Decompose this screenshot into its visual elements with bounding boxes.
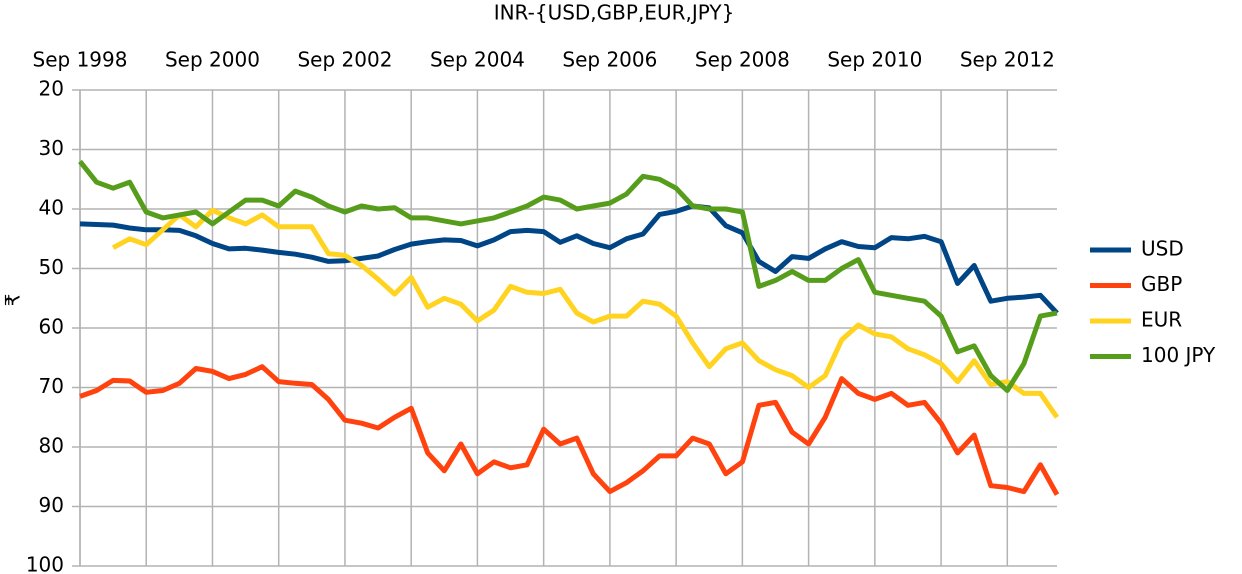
legend-label: EUR	[1141, 308, 1182, 332]
legend-label: GBP	[1141, 272, 1182, 296]
x-tick-label: Sep 1998	[33, 48, 128, 72]
y-tick-label: 30	[39, 136, 64, 160]
chart-title: INR-{USD,GBP,EUR,JPY}	[494, 1, 735, 25]
y-tick-label: 100	[26, 553, 64, 574]
y-tick-label: 80	[39, 434, 64, 458]
series-line	[79, 203, 1059, 315]
y-tick-label: 60	[39, 315, 64, 339]
grid	[79, 89, 1057, 567]
x-tick-label: Sep 2002	[297, 48, 392, 72]
series-line	[78, 159, 1058, 393]
x-tick-label: Sep 2006	[562, 48, 657, 72]
y-tick-label: 40	[39, 196, 64, 220]
y-tick-label: 50	[39, 255, 64, 279]
legend-label: USD	[1141, 237, 1184, 261]
x-tick-label: Sep 2000	[165, 48, 260, 72]
y-tick-label: 90	[39, 493, 64, 517]
x-tick-label: Sep 2008	[695, 48, 790, 72]
legend-label: 100 JPY	[1141, 343, 1216, 367]
x-tick-label: Sep 2004	[430, 48, 525, 72]
x-tick-label: Sep 2012	[960, 48, 1055, 72]
series-line	[79, 364, 1060, 496]
y-axis-label: ₹	[1, 294, 25, 307]
y-tick-label: 70	[39, 374, 64, 398]
y-tick-label: 20	[39, 77, 64, 101]
series-line	[111, 207, 1060, 419]
x-tick-label: Sep 2010	[827, 48, 922, 72]
